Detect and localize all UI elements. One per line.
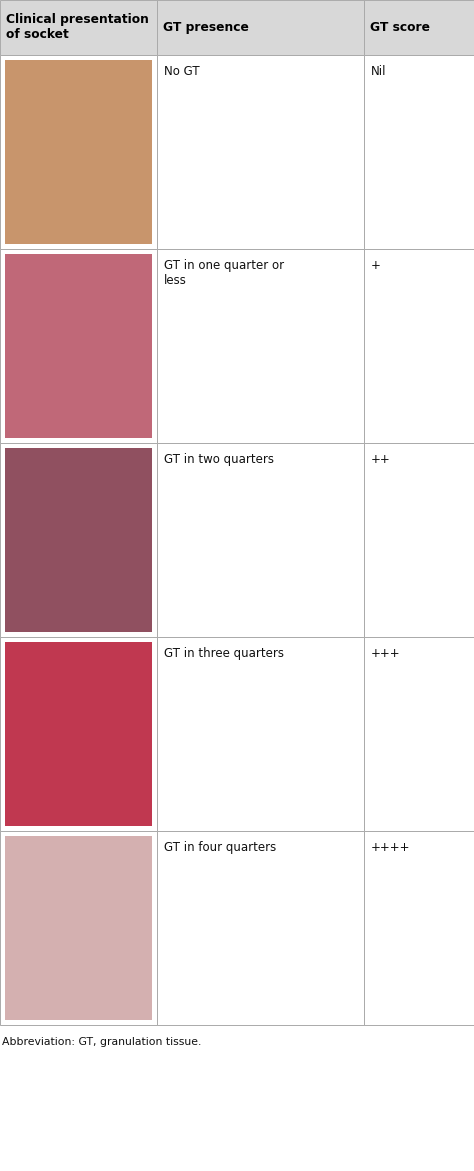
Bar <box>157 55 364 249</box>
Bar <box>5 642 152 826</box>
Bar <box>0 831 157 1025</box>
Bar <box>364 55 474 249</box>
Bar <box>0 637 157 831</box>
Bar <box>364 637 474 831</box>
Bar <box>0 443 157 637</box>
Text: Nil: Nil <box>371 66 386 78</box>
Bar <box>157 831 364 1025</box>
Text: +++: +++ <box>371 648 401 660</box>
Bar <box>364 831 474 1025</box>
Text: GT in two quarters: GT in two quarters <box>164 453 274 466</box>
Text: Clinical presentation
of socket: Clinical presentation of socket <box>6 14 149 41</box>
Bar <box>364 0 474 55</box>
Text: +: + <box>371 259 381 272</box>
Bar <box>0 249 157 443</box>
Bar <box>5 254 152 438</box>
Text: Abbreviation: GT, granulation tissue.: Abbreviation: GT, granulation tissue. <box>2 1038 201 1047</box>
Bar <box>364 249 474 443</box>
Text: No GT: No GT <box>164 66 200 78</box>
Bar <box>364 443 474 637</box>
Bar <box>157 0 364 55</box>
Bar <box>5 448 152 632</box>
Bar <box>0 0 157 55</box>
Bar <box>5 60 152 244</box>
Bar <box>0 55 157 249</box>
Text: GT presence: GT presence <box>163 21 249 34</box>
Text: ++++: ++++ <box>371 841 410 854</box>
Text: ++: ++ <box>371 453 391 466</box>
Text: GT score: GT score <box>370 21 430 34</box>
Bar <box>157 249 364 443</box>
Bar <box>157 443 364 637</box>
Bar <box>157 637 364 831</box>
Text: GT in one quarter or
less: GT in one quarter or less <box>164 259 284 287</box>
Text: GT in four quarters: GT in four quarters <box>164 841 276 854</box>
Bar <box>5 836 152 1020</box>
Text: GT in three quarters: GT in three quarters <box>164 648 284 660</box>
